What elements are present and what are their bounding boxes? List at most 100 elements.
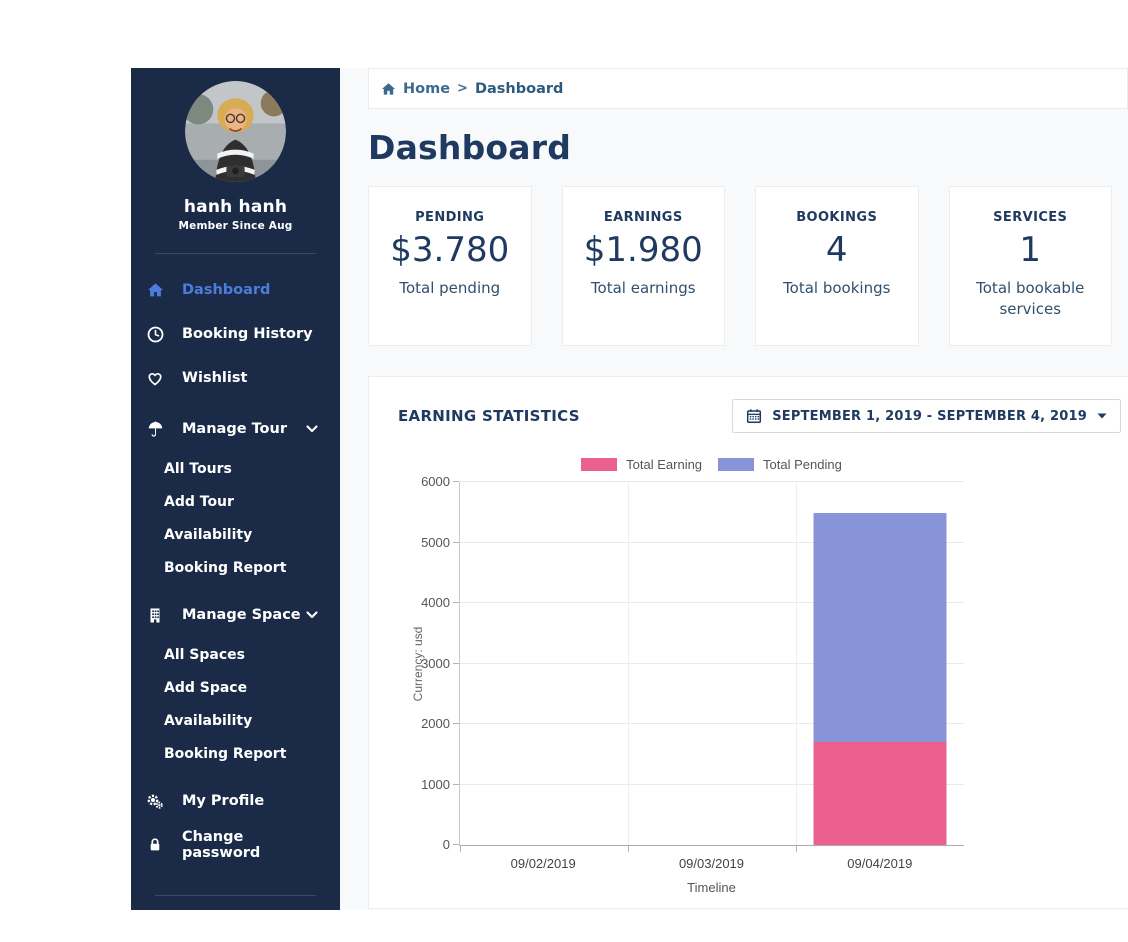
stat-value: 1 xyxy=(1019,230,1042,270)
bar-column xyxy=(628,482,796,845)
date-range-picker[interactable]: SEPTEMBER 1, 2019 - SEPTEMBER 4, 2019 xyxy=(732,399,1121,433)
sidebar-item-label: Manage Tour xyxy=(182,421,287,437)
home-icon xyxy=(146,281,164,299)
date-range-label: SEPTEMBER 1, 2019 - SEPTEMBER 4, 2019 xyxy=(772,408,1087,424)
heart-icon xyxy=(146,369,164,387)
y-tick-label: 2000 xyxy=(421,716,450,732)
v-gridline xyxy=(628,482,629,845)
user-member-since: Member Since Aug xyxy=(178,220,293,232)
h-gridline xyxy=(460,783,964,785)
stacked-bar xyxy=(478,482,611,845)
user-profile: hanh hanh Member Since Aug xyxy=(131,68,340,232)
sidebar-item-label: Wishlist xyxy=(182,370,248,386)
y-tick-label: 4000 xyxy=(421,595,450,611)
stat-value: $3.780 xyxy=(390,230,510,270)
chart-legend: Total Earning Total Pending xyxy=(459,457,964,472)
bar-segment xyxy=(813,742,947,845)
chevron-down-icon xyxy=(306,611,318,619)
x-labels: 09/02/2019 09/03/2019 09/04/2019 xyxy=(459,856,964,871)
calendar-icon xyxy=(746,408,762,424)
y-tickmark xyxy=(453,844,459,845)
stacked-bar xyxy=(813,482,947,845)
stat-card-services: SERVICES 1 Total bookable services xyxy=(948,186,1112,346)
breadcrumb-separator: > xyxy=(457,81,468,96)
x-tick-label: 09/02/2019 xyxy=(510,856,576,871)
sidebar-subitem-add-tour[interactable]: Add Tour xyxy=(164,494,234,510)
y-tickmark xyxy=(453,602,459,603)
sidebar-subitem-all-spaces[interactable]: All Spaces xyxy=(164,647,245,663)
y-tickmark xyxy=(453,662,459,664)
sidebar-item-change-password[interactable]: Change password xyxy=(131,823,340,867)
sidebar-item-manage-tour[interactable]: Manage Tour xyxy=(131,407,340,451)
y-tick-label: 0 xyxy=(442,837,450,852)
legend-swatch xyxy=(718,458,755,471)
building-icon xyxy=(146,606,164,624)
sidebar-item-label: My Profile xyxy=(182,793,265,809)
bar-column xyxy=(796,482,964,845)
sidebar-item-label: Manage Space xyxy=(182,607,301,623)
sidebar-item-booking-history[interactable]: Booking History xyxy=(131,312,340,356)
panel-header: EARNING STATISTICS SEPTEMBER 1, 2019 - S… xyxy=(369,377,1128,433)
stat-value: 4 xyxy=(825,230,848,270)
stat-value: $1.980 xyxy=(583,230,703,270)
y-tick-label: 5000 xyxy=(421,534,450,550)
y-tickmark xyxy=(453,481,459,482)
sidebar-subitem-all-tours[interactable]: All Tours xyxy=(164,461,232,477)
caret-down-icon xyxy=(1097,413,1107,419)
sidebar-subitem-availability[interactable]: Availability xyxy=(164,713,253,729)
app-window: hanh hanh Member Since Aug Dashboard Boo… xyxy=(131,68,1128,910)
stat-caption: Total bookable services xyxy=(976,279,1085,318)
y-tick-label: 3000 xyxy=(421,655,450,671)
x-axis-title: Timeline xyxy=(687,880,736,895)
stat-caption: Total bookings xyxy=(783,279,891,297)
legend-entry: Total Pending xyxy=(718,457,842,472)
stat-card-earnings: EARNINGS $1.980 Total earnings xyxy=(561,186,725,346)
sidebar-subitem-add-space[interactable]: Add Space xyxy=(164,680,248,696)
y-tick-label: 1000 xyxy=(421,776,450,792)
sidebar-item-manage-space[interactable]: Manage Space xyxy=(131,593,340,637)
x-tick-label: 09/04/2019 xyxy=(847,856,913,871)
bar-segment xyxy=(813,513,947,743)
stat-label: PENDING xyxy=(415,210,485,225)
sidebar-item-label: Dashboard xyxy=(182,282,271,298)
gears-icon xyxy=(146,792,164,810)
x-tickmark xyxy=(460,846,461,852)
legend-label: Total Pending xyxy=(763,457,842,472)
h-gridline xyxy=(460,481,964,482)
stat-label: SERVICES xyxy=(993,210,1068,225)
x-tickmark xyxy=(628,846,629,852)
stat-card-bookings: BOOKINGS 4 Total bookings xyxy=(755,186,919,346)
clock-icon xyxy=(146,325,164,343)
stat-label: BOOKINGS xyxy=(796,210,878,225)
h-gridline xyxy=(460,723,964,724)
h-gridline xyxy=(460,662,964,664)
user-name: hanh hanh xyxy=(183,197,288,217)
home-icon xyxy=(381,82,396,96)
sidebar: hanh hanh Member Since Aug Dashboard Boo… xyxy=(131,68,340,910)
breadcrumb-home-link[interactable]: Home xyxy=(381,81,450,97)
stacked-bar xyxy=(646,482,779,845)
umbrella-icon xyxy=(146,420,164,438)
v-gridline xyxy=(796,482,797,845)
chevron-down-icon xyxy=(306,425,318,433)
breadcrumb: Home > Dashboard xyxy=(368,68,1128,109)
stat-cards: PENDING $3.780 Total pending EARNINGS $1… xyxy=(368,186,1112,346)
y-tickmark xyxy=(453,783,459,785)
y-tickmark xyxy=(453,541,459,543)
avatar xyxy=(185,81,286,182)
sidebar-subitem-availability[interactable]: Availability xyxy=(164,527,253,543)
x-tick-label: 09/03/2019 xyxy=(678,856,745,871)
sidebar-item-label: Change password xyxy=(182,829,261,861)
sidebar-item-wishlist[interactable]: Wishlist xyxy=(131,356,340,400)
page-title: Dashboard xyxy=(368,128,572,167)
stat-caption: Total earnings xyxy=(590,279,696,297)
x-tickmark xyxy=(796,846,797,852)
sidebar-subitem-booking-report[interactable]: Booking Report xyxy=(164,746,287,762)
avatar-photo xyxy=(185,81,286,182)
stat-caption: Total pending xyxy=(399,279,501,297)
sidebar-item-my-profile[interactable]: My Profile xyxy=(131,779,340,823)
lock-icon xyxy=(146,836,164,854)
legend-label: Total Earning xyxy=(626,457,703,472)
sidebar-subitem-booking-report[interactable]: Booking Report xyxy=(164,560,287,576)
sidebar-item-dashboard[interactable]: Dashboard xyxy=(131,268,340,312)
